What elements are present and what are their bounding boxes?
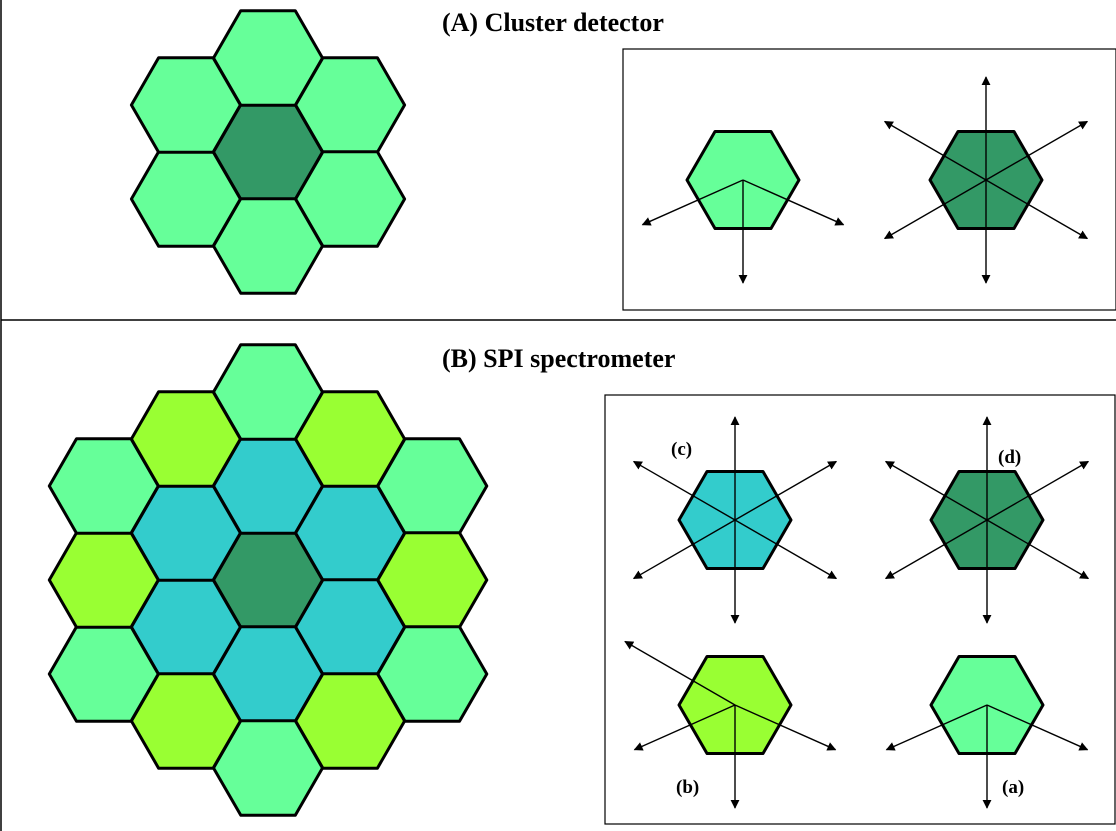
panel-a-title: (A) Cluster detector — [442, 8, 664, 37]
emission-arrow — [632, 460, 736, 521]
emission-arrow — [885, 704, 988, 751]
emission-arrow — [884, 519, 988, 580]
emission-arrow — [624, 640, 736, 706]
emission-arrow — [986, 460, 1090, 521]
panel-a-hexagon-cluster — [129, 9, 407, 295]
emission-arrow — [985, 120, 1089, 181]
emission-arrow — [883, 179, 987, 240]
panel-b-legend-box — [604, 394, 1116, 825]
legend-item-a1 — [641, 130, 845, 284]
legend-label-a: (a) — [1002, 777, 1024, 798]
emission-arrow — [883, 120, 987, 181]
panel-a-legend — [641, 76, 1089, 284]
detector-hexagon — [129, 56, 242, 154]
emission-arrow — [734, 519, 838, 580]
legend-item-a2 — [883, 76, 1089, 284]
legend-item-a — [885, 655, 1089, 809]
outer-ring-hexagon — [129, 390, 242, 488]
panel-a-cluster-detector: (A) Cluster detector — [129, 8, 1116, 311]
emission-arrow — [985, 179, 1089, 240]
panel-b-spi-spectrometer: (B) SPI spectrometer (c) (d) (b) (a) — [47, 343, 1116, 825]
panel-b-hexagon-cluster — [47, 343, 489, 817]
emission-arrow — [734, 704, 837, 751]
panel-b-legend — [624, 416, 1090, 809]
emission-arrow — [734, 460, 838, 521]
emission-arrow — [986, 704, 1089, 751]
legend-label-b: (b) — [676, 777, 699, 798]
legend-item-b — [624, 640, 837, 809]
emission-arrow — [884, 460, 988, 521]
legend-label-d: (d) — [998, 447, 1021, 468]
emission-arrow — [633, 704, 736, 751]
legend-label-c: (c) — [671, 439, 692, 460]
emission-arrow — [986, 519, 1090, 580]
legend-item-d — [884, 416, 1090, 624]
emission-arrow — [742, 179, 845, 226]
emission-arrow — [632, 519, 736, 580]
panel-b-title: (B) SPI spectrometer — [442, 344, 675, 373]
legend-item-c — [632, 416, 838, 624]
panel-a-legend-box — [622, 48, 1116, 311]
emission-arrow — [641, 179, 744, 226]
